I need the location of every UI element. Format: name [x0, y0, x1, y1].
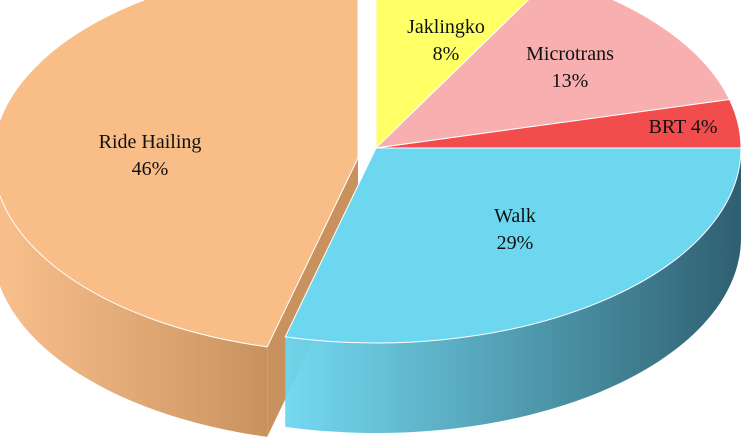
data-label-name-walk: Walk — [494, 205, 536, 227]
data-label-brt: BRT 4% — [649, 116, 718, 138]
data-label-name-microtrans: Microtrans — [526, 43, 614, 65]
data-label-value-walk: 29% — [497, 232, 534, 254]
data-label-name-jaklingko: Jaklingko — [407, 16, 485, 38]
slice-ride-hailing — [0, 0, 359, 348]
data-label-value-microtrans: 13% — [552, 70, 589, 92]
data-label-value-ride-hailing: 46% — [132, 158, 169, 180]
slice-labels: Jaklingko 8% Microtrans 13% BRT 4% Walk 29% Rid… — [99, 16, 718, 254]
slice-side-walk — [285, 148, 741, 433]
data-label-value-jaklingko: 8% — [433, 43, 460, 65]
slice-walk — [284, 147, 742, 344]
slice-tops — [0, 0, 742, 348]
data-label-name-ride-hailing: Ride Hailing — [99, 131, 202, 153]
slice-microtrans — [374, 0, 731, 149]
slice-side-ride-hailing — [0, 195, 268, 437]
